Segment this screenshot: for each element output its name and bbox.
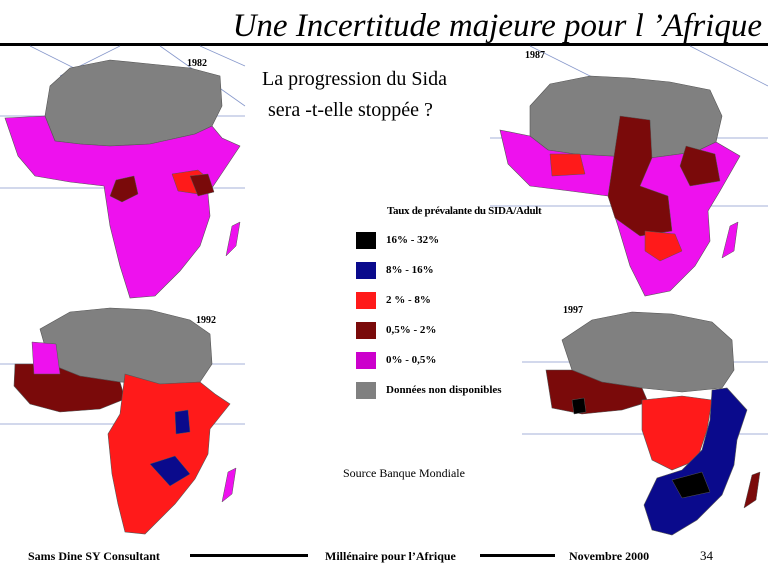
region-maroon-1982-east [189, 173, 215, 197]
legend-label: 8% - 16% [386, 264, 434, 276]
africa-map-1982 [0, 45, 246, 299]
region-maroon-1987-east [679, 145, 721, 187]
legend-label: 0% - 0,5% [386, 354, 437, 366]
legend-swatch [356, 351, 376, 369]
footer-rule-right [480, 554, 555, 557]
africa-map-1997 [522, 311, 768, 536]
africa-map-1992 [0, 307, 245, 535]
map-year-1992: 1992 [196, 315, 216, 326]
footer-rule-left [190, 554, 308, 557]
region-maroon-1987 [607, 115, 673, 237]
region-sub-saharan [4, 115, 241, 299]
legend-swatch [356, 231, 376, 249]
footer-center: Millénaire pour l’Afrique [325, 549, 456, 563]
legend-item: 0% - 0,5% [356, 351, 436, 369]
legend-label: 0,5% - 2% [386, 324, 437, 336]
question-text: La progression du Sida sera -t-elle stop… [262, 64, 447, 126]
question-line-2: sera -t-elle stoppée ? [268, 99, 433, 121]
legend-label: Données non disponibles [386, 384, 502, 396]
region-magenta-1992 [31, 341, 61, 375]
source-note: Source Banque Mondiale [343, 466, 465, 480]
slide-title: Une Incertitude majeure pour l ’Afrique [232, 8, 762, 44]
footer-date: Novembre 2000 [569, 549, 650, 563]
legend-swatch [356, 321, 376, 339]
legend-item: Données non disponibles [356, 381, 502, 399]
map-year-1987: 1987 [525, 50, 545, 61]
region-maroon-1982 [109, 175, 139, 203]
page-number: 34 [700, 548, 713, 563]
footer-author: Sams Dine SY Consultant [28, 549, 160, 563]
question-line-1: La progression du Sida [262, 68, 447, 90]
region-red-1992 [107, 373, 231, 535]
legend-swatch [356, 381, 376, 399]
legend-swatch [356, 291, 376, 309]
legend-label: 2 % - 8% [386, 294, 431, 306]
map-year-1997: 1997 [563, 305, 583, 316]
region-north-africa [44, 59, 223, 147]
legend-item: 16% - 32% [356, 231, 439, 249]
region-red-1987 [549, 153, 586, 177]
africa-map-1987 [490, 45, 768, 297]
region-black-1997 [671, 471, 711, 499]
legend-item: 0,5% - 2% [356, 321, 436, 339]
region-blue-1992-north [174, 409, 191, 435]
region-madagascar [221, 467, 237, 503]
region-maroon-1992 [13, 363, 126, 413]
region-madagascar [721, 221, 739, 259]
legend-swatch [356, 261, 376, 279]
region-red-1987-south [644, 230, 683, 262]
region-madagascar [225, 221, 241, 257]
region-blue-1997 [643, 387, 748, 536]
legend-title: Taux de prévalante du SIDA/Adult [387, 205, 542, 217]
region-black-1997-west [571, 397, 587, 415]
title-underline [0, 43, 768, 46]
legend-item: 2 % - 8% [356, 291, 431, 309]
legend: Taux de prévalante du SIDA/Adult 16% - 3… [356, 205, 556, 399]
region-madagascar [743, 471, 761, 509]
legend-label: 16% - 32% [386, 234, 440, 246]
legend-item: 8% - 16% [356, 261, 434, 279]
region-blue-1992 [149, 455, 191, 487]
map-year-1982: 1982 [187, 58, 207, 69]
